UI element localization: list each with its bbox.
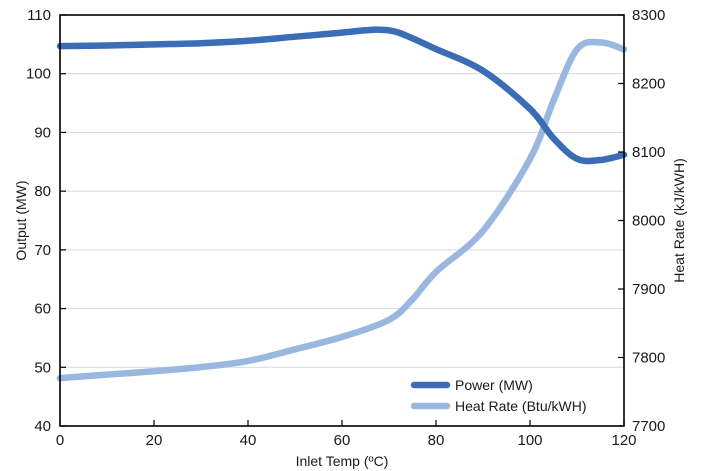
y-left-tick-label-80: 80 (34, 183, 51, 200)
legend-label-power-mw: Power (MW) (455, 377, 533, 393)
gridlines (60, 73, 624, 368)
series-line-heat-rate-btu-kwh (56, 38, 628, 382)
tick-labels: 0 20 40 60 80 100 120 40 50 60 70 80 90 100 110 7700 780… (26, 7, 665, 449)
y-right-tick-label-7800: 7800 (632, 350, 665, 367)
y-right-tick-label-7700: 7700 (632, 418, 665, 435)
series-line-power-mw (56, 26, 628, 165)
tick-marks (59, 14, 625, 427)
y-left-tick-label-60: 60 (34, 301, 51, 318)
y-right-tick-label-8200: 8200 (632, 76, 665, 93)
y-axis-label-right: Heat Rate (kJ/kWH) (671, 158, 687, 282)
series-layer (56, 26, 628, 382)
y-left-tick-label-70: 70 (34, 242, 51, 259)
y-right-tick-label-8000: 8000 (632, 213, 665, 230)
x-axis-label: Inlet Temp (ºC) (296, 453, 389, 469)
y-left-tick-label-50: 50 (34, 359, 51, 376)
x-tick-label-60: 60 (334, 432, 351, 449)
legend: Power (MW) Heat Rate (Btu/kWH) (410, 377, 586, 414)
y-right-tick-label-7900: 7900 (632, 281, 665, 298)
x-tick-label-0: 0 (56, 432, 64, 449)
x-tick-label-80: 80 (428, 432, 445, 449)
plot-frame (59, 14, 625, 427)
x-tick-label-120: 120 (611, 432, 636, 449)
x-tick-label-100: 100 (517, 432, 542, 449)
x-tick-label-40: 40 (240, 432, 257, 449)
y-axis-label-left: Output (MW) (13, 180, 29, 260)
y-left-tick-label-110: 110 (27, 7, 51, 24)
legend-label-heat-rate-btu-kwh: Heat Rate (Btu/kWH) (455, 398, 586, 414)
y-right-tick-label-8100: 8100 (632, 144, 665, 161)
y-right-tick-label-8300: 8300 (632, 7, 665, 24)
y-left-tick-label-100: 100 (26, 66, 51, 83)
x-tick-label-20: 20 (146, 432, 163, 449)
y-left-tick-label-90: 90 (34, 124, 51, 141)
y-left-tick-label-40: 40 (34, 418, 51, 435)
